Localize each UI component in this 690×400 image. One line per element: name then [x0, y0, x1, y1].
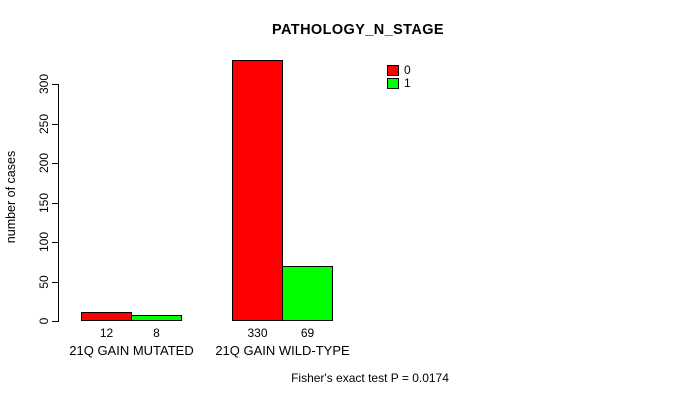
- legend-item-1: 1: [387, 77, 411, 90]
- x-category-label: 21Q GAIN MUTATED: [69, 343, 194, 358]
- bar-value-label: 8: [153, 326, 160, 340]
- y-tick-label: 300: [37, 73, 51, 95]
- y-tick-label: 100: [37, 231, 51, 253]
- legend-swatch-red: [387, 65, 399, 76]
- bar-value-label: 12: [99, 326, 114, 340]
- x-category-label: 21Q GAIN WILD-TYPE: [215, 343, 350, 358]
- y-tick-mark: [52, 242, 58, 243]
- legend-item-0: 0: [387, 64, 411, 77]
- y-tick-label: 250: [37, 113, 51, 135]
- chart-title: PATHOLOGY_N_STAGE: [272, 22, 444, 38]
- y-tick-mark: [52, 163, 58, 164]
- y-axis-title: number of cases: [4, 150, 18, 244]
- legend: 0 1: [387, 64, 411, 90]
- bar-value-label: 69: [300, 326, 315, 340]
- y-tick-mark: [52, 84, 58, 85]
- y-axis-line: [58, 84, 59, 322]
- y-tick-label: 150: [37, 192, 51, 214]
- bar-1-1: [131, 315, 182, 321]
- bar-value-label: 330: [247, 326, 268, 340]
- bar-0-1: [81, 312, 132, 321]
- y-tick-mark: [52, 203, 58, 204]
- legend-label: 0: [404, 63, 411, 77]
- legend-label: 1: [404, 76, 411, 90]
- y-tick-label: 0: [37, 317, 51, 325]
- y-tick-mark: [52, 124, 58, 125]
- bar-0-2: [232, 60, 283, 321]
- bar-1-2: [282, 266, 333, 321]
- legend-swatch-green: [387, 78, 399, 89]
- fisher-test-annotation: Fisher's exact test P = 0.0174: [291, 371, 449, 385]
- y-tick-mark: [52, 321, 58, 322]
- y-tick-label: 200: [37, 152, 51, 174]
- y-tick-label: 50: [37, 275, 51, 289]
- y-tick-mark: [52, 282, 58, 283]
